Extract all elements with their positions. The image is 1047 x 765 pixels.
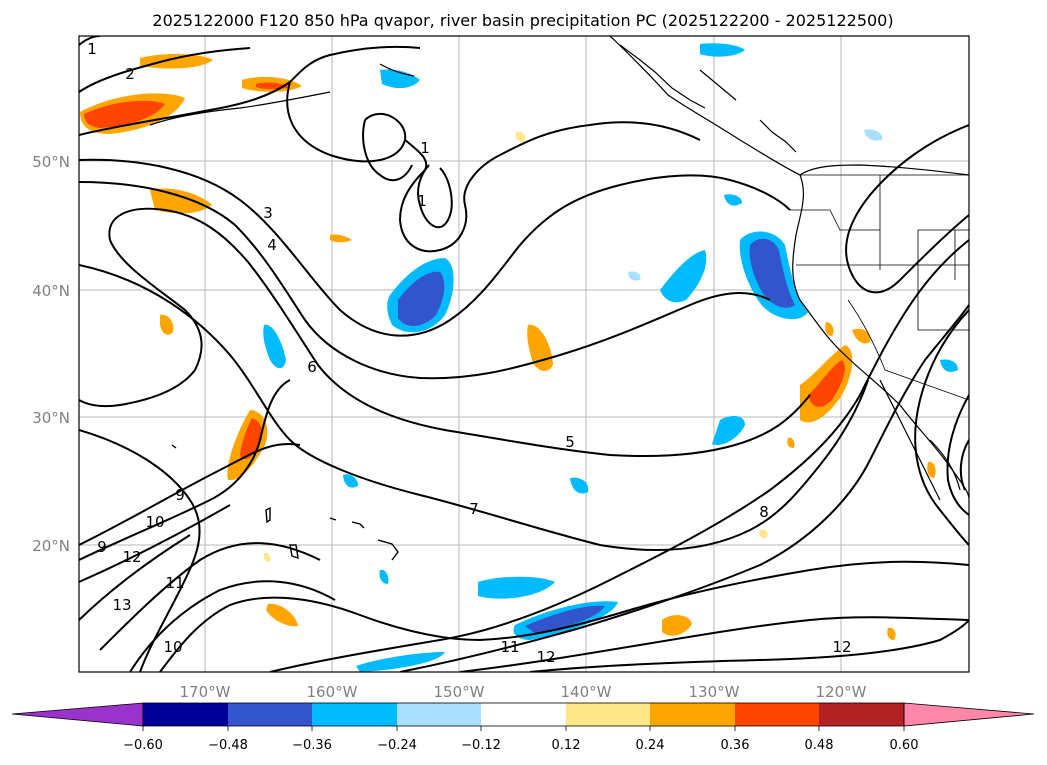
colorbar-tick-label: 0.12 — [552, 738, 581, 753]
contour-label: 10 — [145, 513, 164, 531]
contour-label: 9 — [97, 538, 107, 556]
colorbar-extend-right — [903, 702, 1035, 727]
colorbar-bin — [143, 703, 228, 726]
contour-label: 12 — [832, 638, 851, 656]
contour-label: 7 — [469, 500, 479, 518]
colorbar-bin — [481, 703, 566, 726]
contour-label: 11 — [500, 638, 519, 656]
lon-label: 130°W — [689, 683, 740, 701]
lat-label: 50°N — [32, 153, 70, 171]
contour-label: 10 — [163, 638, 182, 656]
contour-label: 8 — [759, 503, 769, 521]
precip-patch — [84, 100, 165, 128]
colorbar-tick-label: 0.24 — [636, 738, 665, 753]
coastlines — [149, 36, 969, 501]
lon-label: 140°W — [561, 683, 612, 701]
colorbar-tick-label: −0.48 — [208, 738, 248, 753]
colorbar-tick-label: 0.36 — [721, 738, 750, 753]
lon-label: 120°W — [816, 683, 867, 701]
contour-label: 12 — [122, 548, 141, 566]
map-title: 2025122000 F120 850 hPa qvapor, river ba… — [152, 11, 893, 30]
latitude-labels: 50°N 40°N 30°N 20°N — [32, 153, 70, 555]
lat-label: 20°N — [32, 537, 70, 555]
colorbar-tick-label: −0.12 — [461, 738, 501, 753]
qvapor-contours — [79, 36, 969, 672]
lat-label: 30°N — [32, 409, 70, 427]
longitude-labels: 170°W 160°W 150°W 140°W 130°W 120°W — [180, 683, 867, 701]
colorbar-extend-left — [11, 702, 144, 727]
colorbar-bin — [228, 703, 312, 726]
contour-label: 1 — [87, 40, 97, 58]
colorbar-bin — [650, 703, 735, 726]
colorbar-tick-label: 0.60 — [890, 738, 919, 753]
colorbar: −0.60 −0.48 −0.36 −0.24 −0.12 0.12 0.24 … — [11, 702, 1035, 753]
colorbar-ticks — [142, 726, 905, 731]
map-frame — [78, 35, 970, 673]
colorbar-tick-label: −0.36 — [292, 738, 332, 753]
colorbar-tick-label: 0.48 — [805, 738, 834, 753]
islands — [171, 444, 399, 561]
contour-label: 2 — [125, 65, 135, 83]
contour-labels: 1 2 1 1 3 4 6 5 7 8 9 9 10 12 11 13 10 1… — [87, 40, 851, 666]
contour-label: 11 — [165, 574, 184, 592]
colorbar-bin — [566, 703, 650, 726]
contour-label: 12 — [536, 648, 555, 666]
precip-patch — [398, 271, 445, 326]
contour-label: 4 — [267, 236, 277, 254]
precip-negative-patches — [263, 43, 958, 672]
lon-label: 160°W — [307, 683, 358, 701]
contour-label: 3 — [263, 204, 273, 222]
lon-label: 150°W — [434, 683, 485, 701]
colorbar-tick-label: −0.24 — [377, 738, 417, 753]
contour-label: 9 — [175, 486, 185, 504]
contour-label: 1 — [420, 139, 430, 157]
lat-label: 40°N — [32, 282, 70, 300]
precip-positive-patches — [80, 54, 936, 640]
colorbar-bin — [735, 703, 819, 726]
contour-label: 5 — [565, 433, 575, 451]
colorbar-bin — [397, 703, 481, 726]
map-area: 1 2 1 1 3 4 6 5 7 8 9 9 10 12 11 13 10 1… — [79, 36, 969, 672]
state-borders — [790, 174, 969, 401]
contour-label: 6 — [307, 358, 317, 376]
contour-label: 13 — [112, 596, 131, 614]
colorbar-bin — [312, 703, 397, 726]
colorbar-bin — [819, 703, 904, 726]
lon-label: 170°W — [180, 683, 231, 701]
colorbar-tick-label: −0.60 — [123, 738, 163, 753]
contour-label: 1 — [417, 192, 427, 210]
